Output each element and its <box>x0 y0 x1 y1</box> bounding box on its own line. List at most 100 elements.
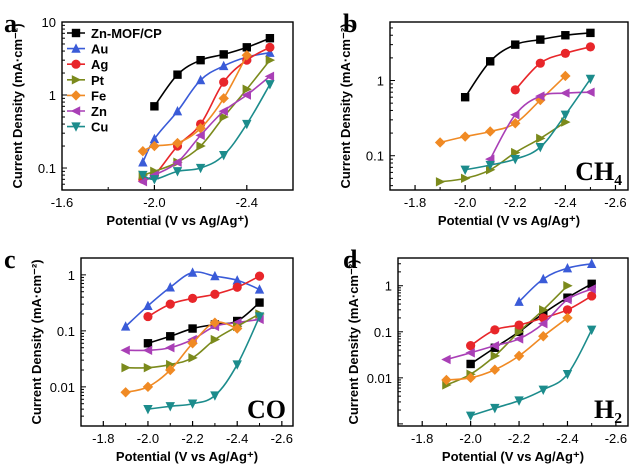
data-point <box>187 267 198 277</box>
data-point <box>219 60 229 71</box>
data-point <box>242 84 252 94</box>
data-point <box>210 334 221 345</box>
data-point <box>466 359 475 369</box>
data-point <box>241 90 251 100</box>
data-point <box>486 165 496 175</box>
data-point <box>255 298 264 307</box>
data-point <box>232 275 242 285</box>
panel-letter: b <box>343 9 357 38</box>
data-point <box>514 396 524 406</box>
x-tick-label: -1.8 <box>92 431 114 446</box>
data-point <box>561 31 570 40</box>
data-point <box>539 305 549 315</box>
data-point <box>535 91 545 101</box>
data-point <box>210 289 220 299</box>
panel-letter: c <box>4 245 16 274</box>
legend-label: Ag <box>91 57 108 72</box>
series-Pt <box>435 117 571 187</box>
data-point <box>489 340 500 351</box>
legend-marker <box>70 90 82 101</box>
data-point <box>254 284 265 294</box>
x-tick-label: -2.4 <box>556 431 578 446</box>
legend-label: Zn <box>91 104 107 119</box>
x-axis-title: Potential (V vs Ag/Ag⁺) <box>116 449 258 464</box>
data-point <box>165 282 175 292</box>
series-Fe <box>441 312 573 386</box>
x-tick-label: -2.0 <box>454 195 476 210</box>
data-point <box>486 57 495 66</box>
data-point <box>511 147 521 158</box>
x-tick-label: -1.6 <box>51 195 73 210</box>
x-tick-label: -2.0 <box>137 431 159 446</box>
data-point <box>218 106 228 116</box>
data-point <box>585 87 595 97</box>
panel-c: -1.8 -2.0 -2.2 -2.4 -2.6 0.01 0.1 1 Potential (V… <box>4 245 294 464</box>
data-point <box>562 305 573 315</box>
data-point <box>535 58 545 68</box>
y-tick-label: 10 <box>42 15 56 30</box>
data-point <box>219 77 229 87</box>
data-point <box>165 299 175 309</box>
data-point <box>562 263 573 273</box>
data-point <box>560 70 571 82</box>
data-point <box>441 374 452 386</box>
data-point <box>585 42 596 52</box>
data-point <box>143 300 153 311</box>
x-tick-label: -2.2 <box>504 195 526 210</box>
y-tick-label: 1 <box>385 279 392 294</box>
data-point <box>535 142 546 153</box>
data-point <box>142 381 154 393</box>
data-point <box>120 345 130 355</box>
data-point <box>232 282 242 292</box>
data-point <box>562 369 573 380</box>
series-Cu <box>460 74 596 175</box>
data-point <box>538 385 548 395</box>
data-point <box>435 177 446 187</box>
data-point <box>459 131 471 142</box>
data-point <box>137 145 149 157</box>
x-axis-title: Potential (V vs Ag/Ag⁺) <box>442 449 584 464</box>
data-point <box>264 71 275 82</box>
data-point <box>466 341 476 351</box>
data-point <box>510 118 521 129</box>
x-tick-label: -2.0 <box>143 195 165 210</box>
series-Zn <box>441 284 596 365</box>
data-point <box>586 325 597 336</box>
series-Pt <box>442 281 573 390</box>
data-point <box>232 360 242 370</box>
data-point <box>265 80 275 90</box>
data-point <box>172 106 183 116</box>
data-point <box>149 175 160 185</box>
series-line <box>439 75 566 144</box>
data-point <box>120 387 131 398</box>
series-line <box>514 46 591 91</box>
data-point <box>187 399 198 409</box>
data-point <box>510 154 520 165</box>
series-Ag <box>143 271 265 322</box>
panel-letter: d <box>343 245 358 274</box>
data-point <box>513 334 524 344</box>
y-tick-label: 1 <box>377 74 384 89</box>
data-point <box>241 50 252 61</box>
data-point <box>165 402 175 412</box>
y-tick-label: 0.1 <box>38 161 56 176</box>
data-point <box>460 165 470 175</box>
data-point <box>586 258 597 268</box>
series-Ag <box>510 42 596 95</box>
species-label: H₂ <box>594 395 622 424</box>
data-point <box>138 170 148 181</box>
data-point <box>538 273 548 284</box>
data-point <box>514 296 524 306</box>
legend-marker <box>71 43 81 53</box>
data-point <box>196 141 206 151</box>
x-tick-label: -2.4 <box>226 431 248 446</box>
series-Zn-MOF/CP <box>460 28 595 102</box>
data-point <box>587 279 596 289</box>
data-point <box>490 403 500 414</box>
data-point <box>232 323 243 334</box>
data-point <box>265 42 275 52</box>
series-line <box>518 262 592 303</box>
series-Zn <box>120 314 264 355</box>
data-point <box>187 338 198 349</box>
data-point <box>172 137 183 149</box>
